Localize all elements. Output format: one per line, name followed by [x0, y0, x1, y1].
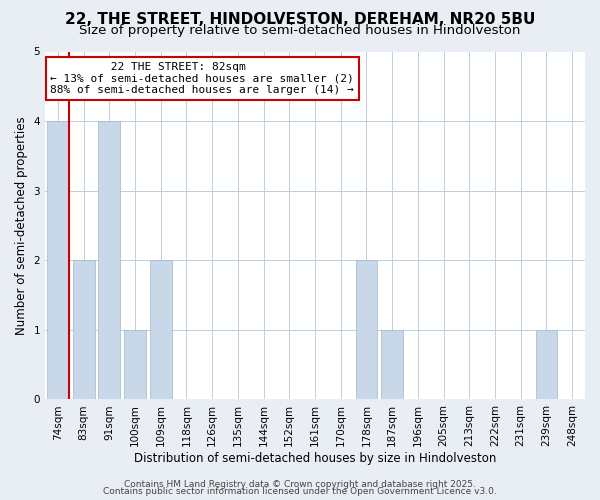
Bar: [124, 330, 146, 400]
Text: Contains HM Land Registry data © Crown copyright and database right 2025.: Contains HM Land Registry data © Crown c…: [124, 480, 476, 489]
Text: 22 THE STREET: 82sqm
← 13% of semi-detached houses are smaller (2)
88% of semi-d: 22 THE STREET: 82sqm ← 13% of semi-detac…: [50, 62, 354, 95]
Y-axis label: Number of semi-detached properties: Number of semi-detached properties: [15, 116, 28, 335]
Bar: [98, 121, 120, 400]
X-axis label: Distribution of semi-detached houses by size in Hindolveston: Distribution of semi-detached houses by …: [134, 452, 496, 465]
Bar: [356, 260, 377, 400]
Bar: [381, 330, 403, 400]
Bar: [73, 260, 95, 400]
Bar: [150, 260, 172, 400]
Text: Size of property relative to semi-detached houses in Hindolveston: Size of property relative to semi-detach…: [79, 24, 521, 37]
Bar: [47, 121, 69, 400]
Text: 22, THE STREET, HINDOLVESTON, DEREHAM, NR20 5BU: 22, THE STREET, HINDOLVESTON, DEREHAM, N…: [65, 12, 535, 28]
Text: Contains public sector information licensed under the Open Government Licence v3: Contains public sector information licen…: [103, 487, 497, 496]
Bar: [536, 330, 557, 400]
